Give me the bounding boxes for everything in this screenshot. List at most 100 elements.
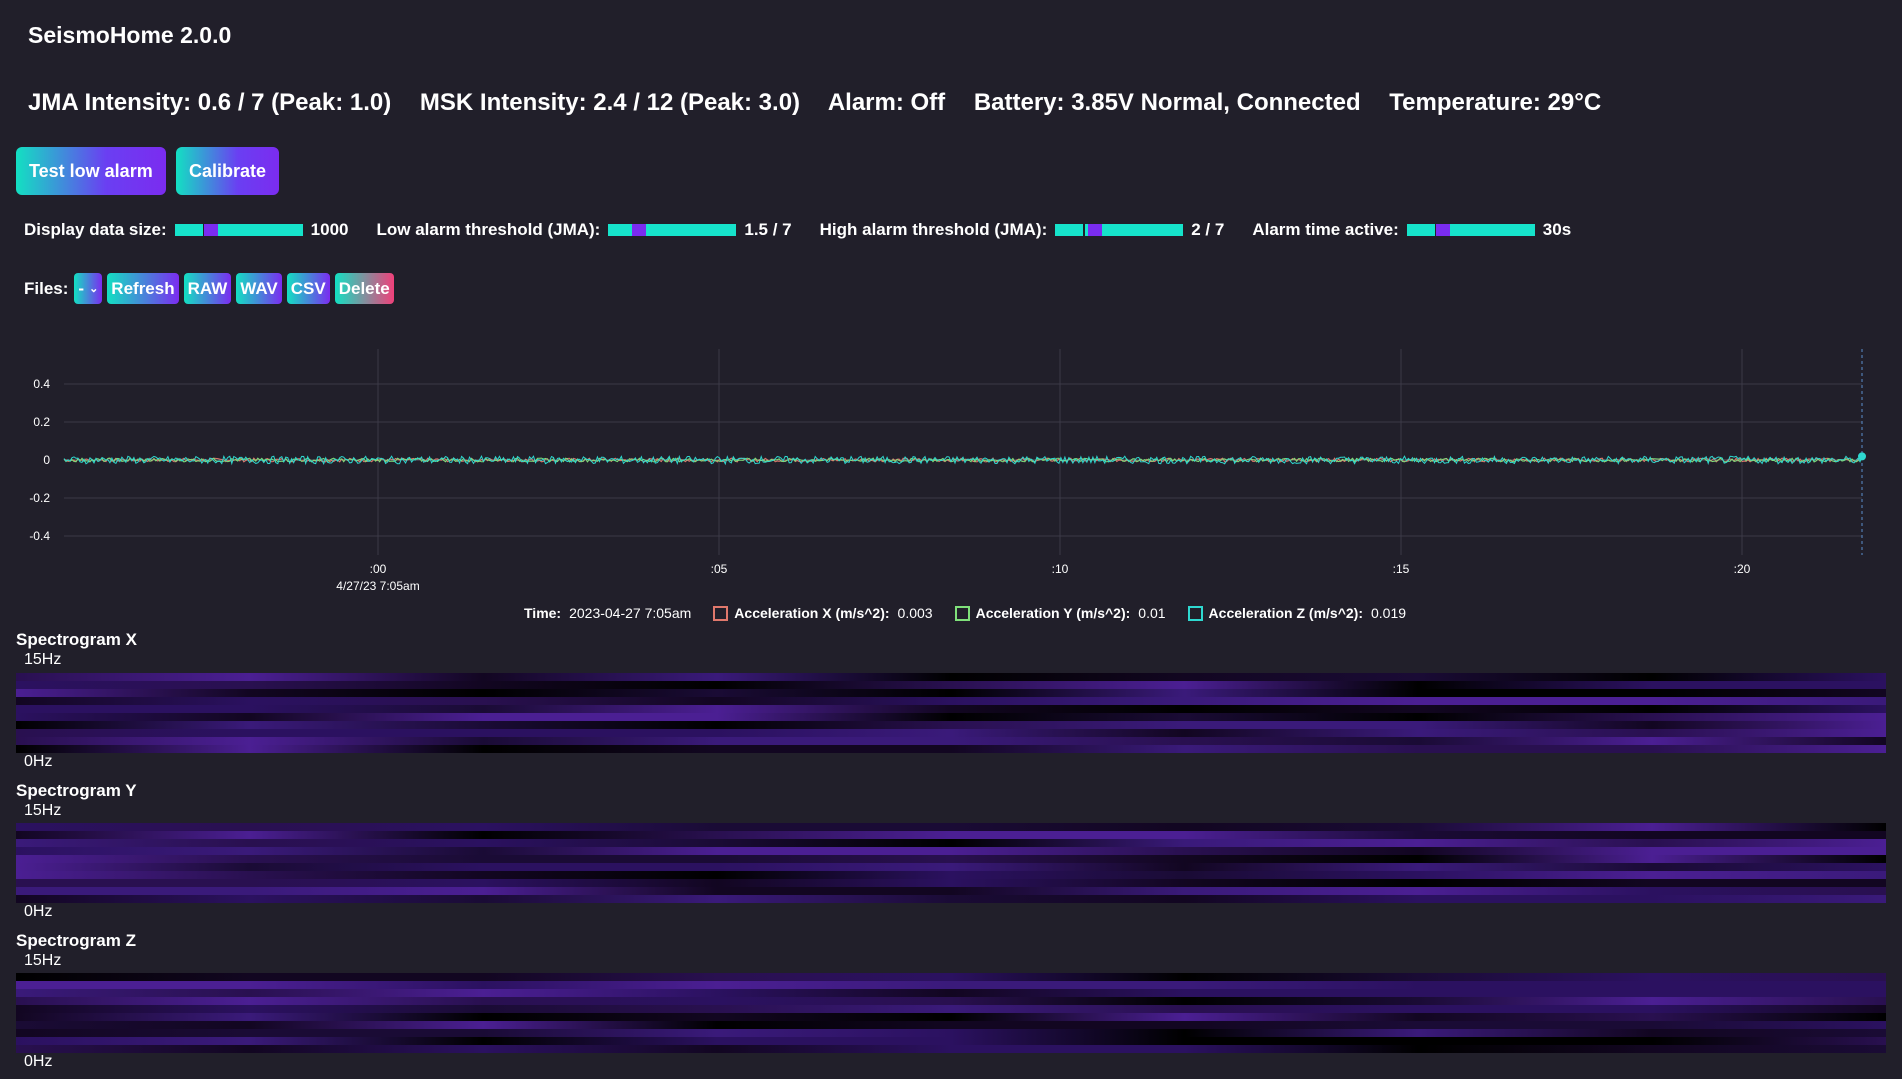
spectrogram-band (16, 847, 1886, 855)
settings-row: Display data size: 1000 Low alarm thresh… (24, 220, 1599, 240)
legend-y-label: Acceleration Y (m/s^2): (975, 605, 1131, 621)
spectrogram-band (16, 1045, 1886, 1053)
app-title: SeismoHome 2.0.0 (28, 22, 232, 48)
spectrogram-band (16, 863, 1886, 871)
spectrogram-band (16, 689, 1886, 697)
spectrogram-z-title: Spectrogram Z (16, 931, 136, 950)
spectrogram-band (16, 729, 1886, 737)
spectrogram-band (16, 737, 1886, 745)
high-alarm-slider[interactable] (1055, 224, 1184, 236)
legend-x-swatch[interactable] (713, 605, 729, 621)
chevron-down-icon: ⌄ (89, 283, 99, 295)
jma-intensity: JMA Intensity: 0.6 / 7 (Peak: 1.0) (28, 89, 392, 116)
wav-button[interactable]: WAV (236, 273, 282, 304)
low-alarm-label: Low alarm threshold (JMA): (376, 220, 601, 239)
display-size-value: 1000 (310, 220, 349, 239)
temperature-status: Temperature: 29°C (1389, 89, 1602, 116)
y-tick-label: -0.4 (29, 529, 50, 543)
raw-button[interactable]: RAW (183, 273, 232, 304)
display-size-label: Display data size: (24, 220, 167, 239)
spectrogram-y-canvas (16, 823, 1886, 903)
legend-time-label: Time: (524, 605, 562, 621)
slider-thumb[interactable] (1088, 224, 1103, 236)
spectrogram-band (16, 855, 1886, 863)
slider-thumb[interactable] (203, 224, 218, 236)
alarm-status: Alarm: Off (827, 89, 946, 116)
slider-thumb[interactable] (1435, 224, 1450, 236)
spectrogram-band (16, 997, 1886, 1005)
alarm-time-slider[interactable] (1406, 224, 1535, 236)
spectrogram-band (16, 697, 1886, 705)
low-alarm-slider[interactable] (608, 224, 737, 236)
spectrogram-x-canvas (16, 673, 1886, 753)
y-tick-label: 0 (43, 453, 50, 467)
refresh-button[interactable]: Refresh (107, 273, 179, 304)
spectrogram-band (16, 1029, 1886, 1037)
spectrogram-band (16, 871, 1886, 879)
spectrogram-band (16, 705, 1886, 713)
chart-legend: Time: 2023-04-27 7:05am Acceleration X (… (524, 605, 1428, 621)
legend-x-value: 0.003 (897, 605, 933, 621)
test-low-alarm-button[interactable]: Test low alarm (16, 147, 166, 195)
status-bar: JMA Intensity: 0.6 / 7 (Peak: 1.0) MSK I… (28, 89, 1623, 117)
legend-x-label: Acceleration X (m/s^2): (734, 605, 890, 621)
spectrogram-band (16, 981, 1886, 989)
spectrogram-band (16, 831, 1886, 839)
spectrogram-x-title: Spectrogram X (16, 630, 137, 649)
spectrogram-x-top-label: 15Hz (24, 651, 62, 668)
file-select[interactable]: - ⌄ (74, 273, 103, 304)
battery-status: Battery: 3.85V Normal, Connected (973, 89, 1361, 116)
spectrogram-band (16, 681, 1886, 689)
spectrogram-band (16, 973, 1886, 981)
spectrogram-band (16, 745, 1886, 753)
legend-y-value: 0.01 (1138, 605, 1166, 621)
spectrogram-band (16, 673, 1886, 681)
spectrogram-band (16, 989, 1886, 997)
spectrogram-band (16, 713, 1886, 721)
legend-y-swatch[interactable] (954, 605, 970, 621)
x-tick-label: :05 (711, 562, 728, 576)
spectrogram-y-bottom-label: 0Hz (24, 903, 53, 920)
file-select-value: - (78, 278, 85, 298)
spectrogram-band (16, 895, 1886, 903)
series-line-z (63, 454, 1863, 466)
spectrogram-x-bottom-label: 0Hz (24, 753, 53, 770)
alarm-time-label: Alarm time active: (1252, 220, 1399, 239)
spectrogram-z-canvas (16, 973, 1886, 1053)
x-tick-label: :15 (1393, 562, 1410, 576)
hover-point (1858, 452, 1866, 461)
spectrogram-y-title: Spectrogram Y (16, 781, 137, 800)
low-alarm-setting: Low alarm threshold (JMA): 1.5 / 7 (377, 220, 792, 240)
legend-z-label: Acceleration Z (m/s^2): (1208, 605, 1363, 621)
display-size-slider[interactable] (174, 224, 303, 236)
spectrogram-band (16, 823, 1886, 831)
files-label: Files: (24, 278, 69, 298)
files-toolbar: Files: - ⌄ Refresh RAW WAV CSV Delete (24, 273, 399, 304)
spectrogram-band (16, 1013, 1886, 1021)
delete-button[interactable]: Delete (334, 273, 394, 304)
alarm-time-value: 30s (1542, 220, 1572, 239)
y-tick-label: 0.4 (33, 377, 50, 391)
y-tick-label: 0.2 (33, 415, 50, 429)
x-tick-label: :00 (370, 562, 387, 576)
legend-time-value: 2023-04-27 7:05am (569, 605, 692, 621)
slider-thumb[interactable] (632, 224, 647, 236)
x-tick-label: :20 (1734, 562, 1751, 576)
spectrogram-band (16, 1037, 1886, 1045)
spectrogram-band (16, 1021, 1886, 1029)
spectrogram-band (16, 879, 1886, 887)
spectrogram-z-bottom-label: 0Hz (24, 1053, 53, 1070)
spectrogram-band (16, 887, 1886, 895)
acceleration-chart[interactable]: 0.4 0.2 0 -0.2 -0.4:00:05:10:15:20 4/27/23 7:… (0, 335, 1902, 600)
spectrogram-band (16, 1005, 1886, 1013)
spectrogram-band (16, 839, 1886, 847)
csv-button[interactable]: CSV (286, 273, 330, 304)
spectrogram-band (16, 721, 1886, 729)
low-alarm-value: 1.5 / 7 (744, 220, 792, 239)
calibrate-button[interactable]: Calibrate (176, 147, 280, 195)
legend-z-swatch[interactable] (1187, 605, 1203, 621)
high-alarm-setting: High alarm threshold (JMA): 2 / 7 (820, 220, 1225, 240)
y-tick-label: -0.2 (29, 491, 50, 505)
msk-intensity: MSK Intensity: 2.4 / 12 (Peak: 3.0) (419, 89, 801, 116)
spectrogram-y-top-label: 15Hz (24, 802, 62, 819)
